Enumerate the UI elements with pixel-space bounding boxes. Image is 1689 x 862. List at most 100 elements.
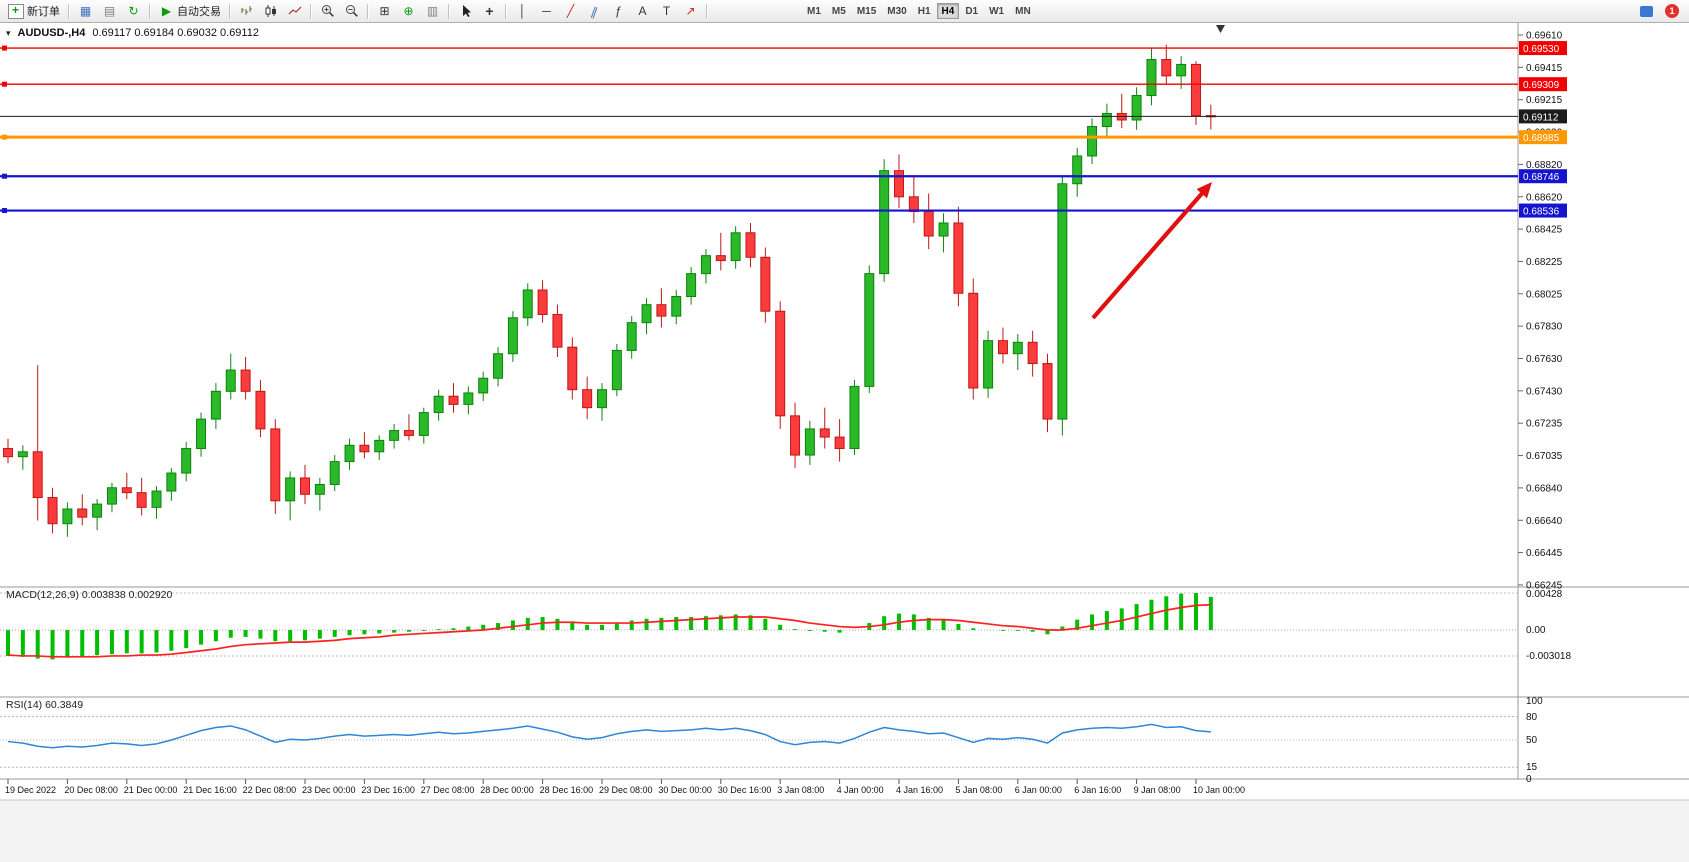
time-axis-label: 22 Dec 08:00 (243, 785, 297, 795)
candle-up (418, 412, 429, 436)
candle-up (314, 483, 325, 495)
macd-scale-label: -0.003018 (1526, 651, 1571, 662)
rsi-scale-label: 50 (1526, 735, 1538, 746)
profiles-button[interactable]: ▤ (98, 2, 121, 20)
line-left-handle[interactable] (2, 81, 7, 87)
new-chart-button[interactable]: ▦ (74, 2, 97, 20)
candle-down (745, 232, 756, 258)
chart-ohlc-values: 0.69117 0.69184 0.69032 0.69112 (92, 27, 259, 39)
time-axis-label: 20 Dec 08:00 (64, 785, 118, 795)
candle-up (597, 389, 607, 409)
toolbar-separator (505, 3, 507, 19)
candle-up (1176, 63, 1187, 77)
refresh-button[interactable]: ↻ (122, 2, 145, 20)
notification-badge: 1 (1665, 4, 1679, 18)
price-axis-label: 0.68225 (1526, 257, 1563, 268)
profiles-icon: ▤ (103, 4, 116, 18)
price-axis-label: 0.69215 (1526, 95, 1563, 106)
price-tag-label: 0.69530 (1523, 44, 1560, 55)
zoom-out-icon (344, 4, 359, 19)
price-axis-label: 0.67630 (1526, 354, 1563, 365)
collapse-triangle-icon[interactable]: ▾ (6, 27, 11, 38)
candle-down (47, 497, 58, 525)
candle-down (359, 444, 370, 453)
bar-chart-icon (239, 4, 254, 19)
timeframe-m30-button[interactable]: M30 (882, 3, 911, 19)
toolbar-separator (149, 3, 151, 19)
timeframe-h4-button[interactable]: H4 (936, 3, 960, 19)
bottom-strip (0, 800, 1689, 862)
candle-up (671, 296, 682, 317)
fibonacci-button[interactable]: ƒ (607, 2, 630, 20)
timeframe-m1-button[interactable]: M1 (802, 3, 826, 19)
price-tag (1519, 169, 1567, 184)
cursor-button[interactable] (454, 2, 477, 20)
tile-windows-button[interactable]: ⊞ (373, 2, 396, 20)
line-left-handle[interactable] (2, 173, 7, 179)
channel-button[interactable]: ∥ (583, 2, 606, 20)
arrows-tool-button[interactable]: ↗ (679, 2, 702, 20)
candle-up (522, 289, 533, 319)
time-axis-label: 4 Jan 16:00 (896, 785, 943, 795)
price-axis-label: 0.69415 (1526, 63, 1563, 74)
trend-arrow-shaft[interactable] (1091, 187, 1208, 320)
bar-chart-button[interactable] (235, 2, 258, 20)
trendline-button[interactable]: ╱ (559, 2, 582, 20)
vertical-line-button[interactable]: │ (511, 2, 534, 20)
main-toolbar: 新订单 ▦ ▤ ↻ ▶ 自动交易 ⊞ ⊕ ▥ (0, 0, 1689, 23)
zoom-out-button[interactable] (340, 2, 363, 20)
indicators-button[interactable]: ⊕ (397, 2, 420, 20)
candle-up (389, 430, 400, 441)
timeframe-m15-button[interactable]: M15 (852, 3, 881, 19)
timeframe-h1-button[interactable]: H1 (913, 3, 936, 19)
candle-up (983, 340, 994, 389)
toolbar-separator (367, 3, 369, 19)
timeframe-w1-button[interactable]: W1 (984, 3, 1009, 19)
notifications-button[interactable]: 1 (1661, 2, 1683, 20)
price-tag (1519, 77, 1567, 92)
horizontal-line-icon: ─ (542, 4, 551, 18)
macd-scale-label: 0.00 (1526, 625, 1546, 636)
candle-up (864, 273, 875, 387)
rsi-line (7, 723, 1211, 749)
time-axis-label: 9 Jan 08:00 (1134, 785, 1181, 795)
timeframe-d1-button[interactable]: D1 (960, 3, 983, 19)
rsi-scale-label: 15 (1526, 762, 1538, 773)
refresh-icon: ↻ (128, 4, 139, 18)
candlestick-chart-icon (263, 4, 278, 19)
zoom-in-button[interactable] (316, 2, 339, 20)
candle-up (433, 395, 444, 414)
time-axis-label: 28 Dec 16:00 (540, 785, 594, 795)
crosshair-button[interactable]: + (478, 2, 501, 20)
line-left-handle[interactable] (2, 45, 7, 51)
chart-shift-marker[interactable] (1216, 25, 1225, 33)
text-button[interactable]: A (631, 2, 654, 20)
candle-up (1072, 155, 1083, 185)
rsi-scale-label: 80 (1526, 712, 1538, 723)
trend-arrow-head[interactable] (1196, 182, 1212, 199)
horizontal-line-button[interactable]: ─ (535, 2, 558, 20)
text-icon: A (638, 4, 647, 18)
timeframe-m5-button[interactable]: M5 (827, 3, 851, 19)
timeframe-mn-button[interactable]: MN (1010, 3, 1036, 19)
time-axis-label: 29 Dec 08:00 (599, 785, 653, 795)
candle-up (641, 304, 652, 324)
label-button[interactable]: T (655, 2, 678, 20)
new-order-button[interactable]: 新订单 (4, 2, 64, 20)
arrows-tool-icon: ↗ (685, 4, 696, 18)
time-axis-label: 23 Dec 16:00 (361, 785, 415, 795)
line-chart-button[interactable] (283, 2, 306, 20)
candlestick-chart-button[interactable] (259, 2, 282, 20)
line-left-handle[interactable] (2, 208, 7, 214)
candle-down (908, 196, 919, 213)
price-axis-label: 0.66840 (1526, 483, 1563, 494)
macd-scale-label: 0.00428 (1526, 589, 1563, 600)
line-left-handle[interactable] (2, 134, 7, 140)
toolbar-right-group: 1 (1636, 2, 1685, 20)
candle-up (106, 487, 117, 505)
auto-trade-button[interactable]: ▶ 自动交易 (155, 2, 225, 20)
templates-button[interactable]: ▥ (421, 2, 444, 20)
community-button[interactable] (1636, 2, 1657, 20)
rsi-scale-label: 0 (1526, 774, 1532, 785)
